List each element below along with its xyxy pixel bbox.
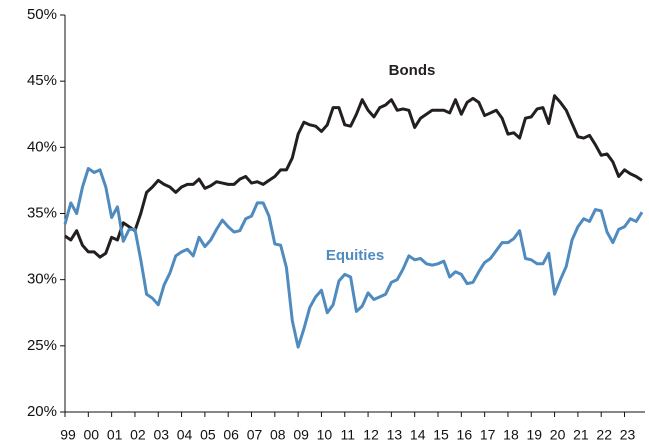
y-tick-label: 45% xyxy=(27,72,57,89)
x-tick-label: 20 xyxy=(550,427,566,443)
x-tick-label: 00 xyxy=(84,427,100,443)
series-line xyxy=(64,94,643,259)
x-tick-label: 13 xyxy=(387,427,403,443)
x-tick-label: 06 xyxy=(223,427,239,443)
x-tick-label: 17 xyxy=(480,427,496,443)
x-tick-label: 05 xyxy=(200,427,216,443)
x-tick-label: 16 xyxy=(457,427,473,443)
x-tick-label: 08 xyxy=(270,427,286,443)
x-tick-label: 22 xyxy=(596,427,612,443)
x-tick-label: 12 xyxy=(363,427,379,443)
series-label: Equities xyxy=(326,247,384,264)
x-tick-label: 04 xyxy=(177,427,193,443)
series-label: Bonds xyxy=(389,62,436,79)
x-tick-label: 19 xyxy=(526,427,542,443)
y-tick-label: 35% xyxy=(27,204,57,221)
x-tick-label: 02 xyxy=(130,427,146,443)
x-tick-label: 21 xyxy=(573,427,589,443)
x-tick-label: 15 xyxy=(433,427,449,443)
y-tick-label: 25% xyxy=(27,337,57,354)
x-tick-label: 23 xyxy=(620,427,636,443)
y-tick-label: 20% xyxy=(27,403,57,420)
x-tick-label: 18 xyxy=(503,427,519,443)
y-tick-label: 40% xyxy=(27,138,57,155)
y-tick-label: 50% xyxy=(27,6,57,23)
x-tick-label: 10 xyxy=(317,427,333,443)
x-tick-label: 14 xyxy=(410,427,426,443)
x-tick-label: 03 xyxy=(153,427,169,443)
y-tick-label: 30% xyxy=(27,271,57,288)
x-tick-label: 99 xyxy=(60,427,76,443)
x-tick-label: 01 xyxy=(107,427,123,443)
x-tick-label: 09 xyxy=(293,427,309,443)
series-line xyxy=(63,167,644,349)
x-tick-label: 11 xyxy=(340,427,355,443)
x-tick-label: 07 xyxy=(247,427,263,443)
